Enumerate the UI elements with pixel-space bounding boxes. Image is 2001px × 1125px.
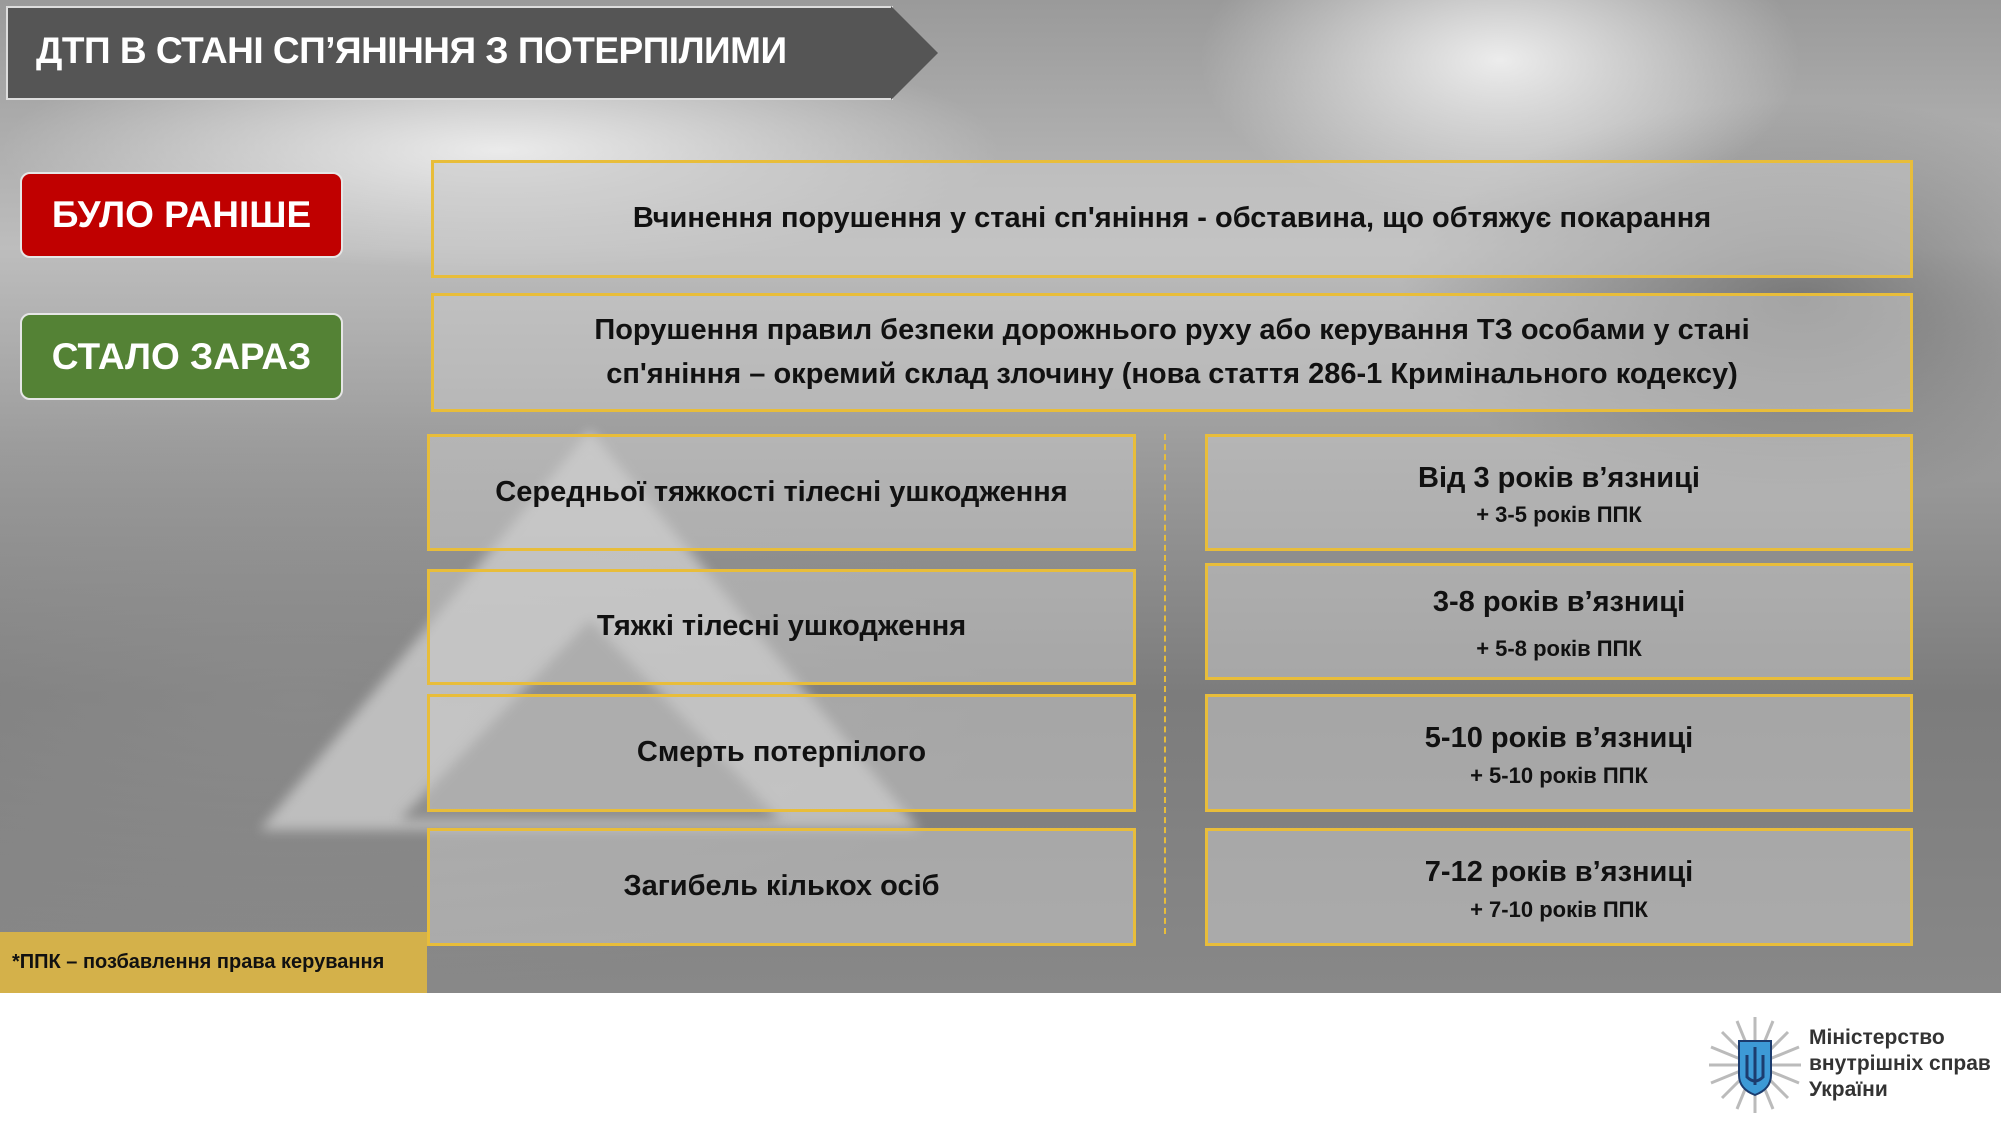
penalty-box: 5-10 років в’язниці + 5-10 років ППК [1205, 694, 1913, 812]
logo-line1: Міністерство [1809, 1026, 1945, 1049]
before-box: Вчинення порушення у стані сп'яніння - о… [431, 160, 1913, 278]
consequence-text: Загибель кількох осіб [623, 870, 940, 903]
title-arrow [891, 6, 938, 100]
consequence-box: Загибель кількох осіб [427, 828, 1136, 946]
now-text-line1: Порушення правил безпеки дорожнього руху… [594, 314, 1750, 346]
consequence-text: Смерть потерпілого [636, 736, 927, 769]
penalty-text: 5-10 років в’язниці [1424, 722, 1694, 755]
footnote: *ППК – позбавлення права керування [0, 932, 427, 993]
page-title: ДТП В СТАНІ СП’ЯНІННЯ З ПОТЕРПІЛИМИ [36, 30, 787, 71]
consequence-text: Тяжкі тілесні ушкодження [596, 610, 967, 643]
divider-dashed [1164, 434, 1166, 934]
now-box: Порушення правил безпеки дорожнього руху… [431, 293, 1913, 412]
logo-line2: внутрішніх справ [1809, 1052, 1991, 1075]
now-label: СТАЛО ЗАРАЗ [20, 313, 343, 400]
before-text: Вчинення порушення у стані сп'яніння - о… [632, 202, 1712, 235]
penalty-text: 7-12 років в’язниці [1424, 856, 1694, 889]
penalty-box: 3-8 років в’язниці + 5-8 років ППК [1205, 563, 1913, 680]
logo-line3: України [1809, 1078, 1888, 1101]
consequence-text: Середньої тяжкості тілесні ушкодження [495, 475, 1068, 508]
penalty-box: Від 3 років в’язниці + 3-5 років ППК [1205, 434, 1913, 551]
ministry-logo: Міністерство внутрішніх справ України [1707, 1015, 1997, 1115]
title-banner: ДТП В СТАНІ СП’ЯНІННЯ З ПОТЕРПІЛИМИ [6, 6, 893, 100]
license-text: + 5-10 років ППК [1470, 762, 1648, 788]
penalty-box: 7-12 років в’язниці + 7-10 років ППК [1205, 828, 1913, 946]
consequence-box: Середньої тяжкості тілесні ушкодження [427, 434, 1136, 551]
consequence-box: Тяжкі тілесні ушкодження [427, 569, 1136, 685]
license-text: + 7-10 років ППК [1470, 896, 1648, 922]
before-label: БУЛО РАНІШЕ [20, 172, 343, 258]
license-text: + 3-5 років ППК [1476, 502, 1642, 528]
consequence-box: Смерть потерпілого [427, 694, 1136, 812]
penalty-text: Від 3 років в’язниці [1418, 461, 1700, 494]
penalty-text: 3-8 років в’язниці [1432, 585, 1686, 618]
license-text: + 5-8 років ППК [1476, 636, 1642, 662]
now-text-line2: сп'яніння – окремий склад злочину (нова … [606, 357, 1738, 390]
police-star-emblem-icon [1709, 1017, 1801, 1113]
trident-icon [1745, 1047, 1765, 1085]
